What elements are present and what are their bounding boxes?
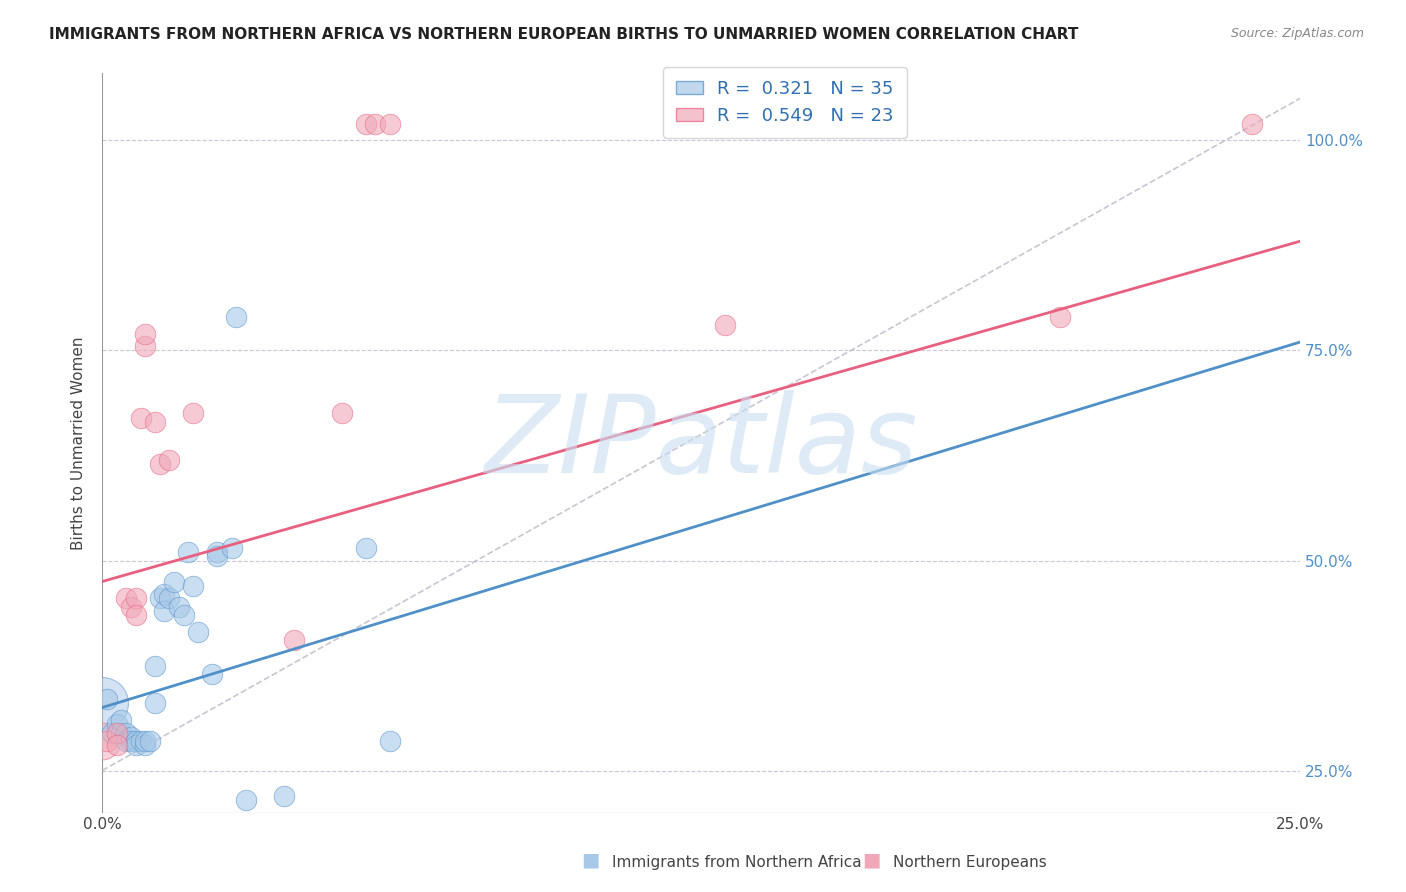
- Point: [115, 734, 138, 748]
- Point: [173, 608, 195, 623]
- Point: [134, 339, 156, 353]
- Text: Source: ZipAtlas.com: Source: ZipAtlas.com: [1230, 27, 1364, 40]
- Point: [157, 591, 180, 606]
- Point: [1049, 310, 1071, 324]
- Point: [205, 545, 228, 559]
- Point: [129, 734, 152, 748]
- Point: [110, 725, 132, 739]
- Point: [143, 415, 166, 429]
- Legend: R =  0.321   N = 35, R =  0.549   N = 23: R = 0.321 N = 35, R = 0.549 N = 23: [664, 68, 907, 137]
- Point: [167, 599, 190, 614]
- Point: [181, 407, 204, 421]
- Point: [221, 541, 243, 555]
- Point: [139, 734, 162, 748]
- Text: IMMIGRANTS FROM NORTHERN AFRICA VS NORTHERN EUROPEAN BIRTHS TO UNMARRIED WOMEN C: IMMIGRANTS FROM NORTHERN AFRICA VS NORTH…: [49, 27, 1078, 42]
- Point: [115, 591, 138, 606]
- Point: [364, 117, 387, 131]
- Point: [153, 604, 176, 618]
- Point: [181, 579, 204, 593]
- Point: [714, 318, 737, 333]
- Point: [149, 591, 172, 606]
- Point: [187, 624, 209, 639]
- Point: [125, 591, 148, 606]
- Point: [143, 696, 166, 710]
- Point: [330, 407, 353, 421]
- Point: [125, 734, 148, 748]
- Point: [225, 310, 247, 324]
- Point: [101, 725, 124, 739]
- Point: [378, 117, 401, 131]
- Point: [134, 739, 156, 753]
- Point: [378, 734, 401, 748]
- Point: [149, 457, 172, 471]
- Point: [91, 696, 114, 710]
- Point: [201, 667, 224, 681]
- Point: [205, 549, 228, 564]
- Point: [105, 717, 128, 731]
- Point: [235, 793, 257, 807]
- Point: [120, 730, 142, 744]
- Point: [91, 734, 114, 748]
- Point: [157, 452, 180, 467]
- Point: [105, 725, 128, 739]
- Point: [134, 326, 156, 341]
- Text: ZIPatlas: ZIPatlas: [484, 391, 918, 495]
- Point: [125, 608, 148, 623]
- Y-axis label: Births to Unmarried Women: Births to Unmarried Women: [72, 336, 86, 549]
- Point: [273, 789, 295, 803]
- Point: [143, 658, 166, 673]
- Point: [1241, 117, 1264, 131]
- Point: [153, 587, 176, 601]
- Point: [177, 545, 200, 559]
- Text: ■: ■: [862, 851, 882, 870]
- Point: [96, 692, 118, 706]
- Text: ■: ■: [581, 851, 600, 870]
- Text: Northern Europeans: Northern Europeans: [893, 855, 1046, 870]
- Point: [283, 633, 305, 648]
- Point: [115, 725, 138, 739]
- Point: [120, 734, 142, 748]
- Point: [354, 117, 377, 131]
- Point: [129, 410, 152, 425]
- Point: [522, 885, 544, 892]
- Point: [110, 713, 132, 727]
- Point: [96, 734, 118, 748]
- Point: [163, 574, 186, 589]
- Point: [125, 739, 148, 753]
- Point: [105, 739, 128, 753]
- Point: [134, 734, 156, 748]
- Point: [354, 541, 377, 555]
- Point: [120, 599, 142, 614]
- Text: Immigrants from Northern Africa: Immigrants from Northern Africa: [612, 855, 862, 870]
